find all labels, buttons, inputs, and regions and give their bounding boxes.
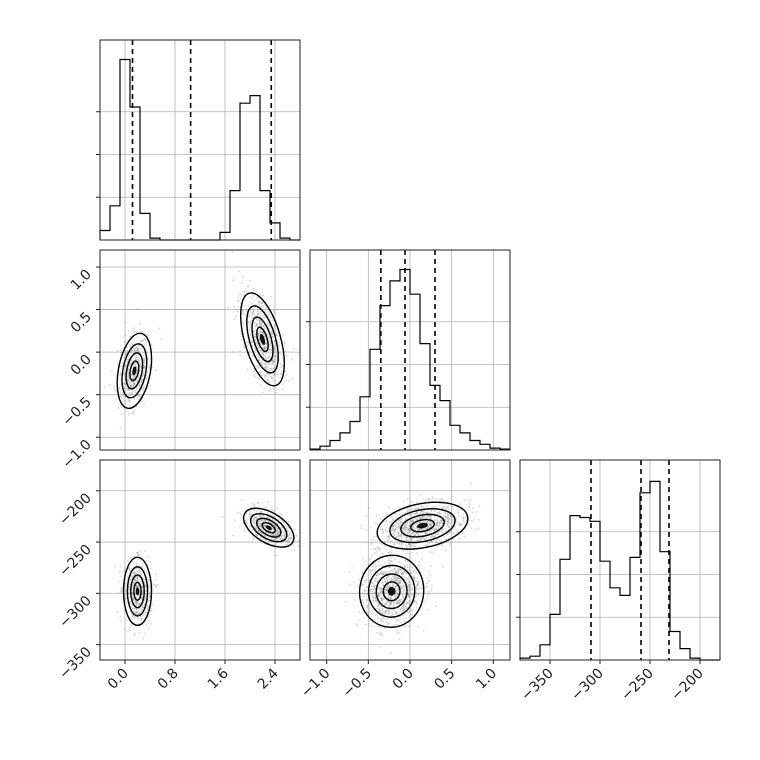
scatter-1-0-contour	[129, 360, 140, 382]
scatter-1-0-contour	[121, 343, 148, 399]
x-tick-label: 1.0	[473, 666, 500, 693]
scatter-2-0-contour	[261, 521, 276, 534]
scatter-1-0-contour	[256, 326, 269, 353]
x-tick-label: 0.0	[105, 666, 132, 693]
y-tick-label: 0.5	[68, 309, 95, 336]
scatter-2-1-contour	[389, 508, 456, 544]
scatter-1-0-contour	[240, 292, 285, 387]
scatter-2-0-contour	[122, 556, 153, 626]
scatter-1-0-contour	[116, 332, 153, 410]
scatter-2-1-contour	[417, 522, 428, 529]
x-tick-label: −1.0	[298, 666, 333, 701]
scatter-2-0-contour	[242, 507, 295, 548]
y-tick-label: −200	[56, 490, 95, 529]
x-tick-label: −200	[668, 666, 707, 705]
scatter-2-0-points	[114, 499, 300, 640]
y-tick-label: −250	[56, 542, 95, 581]
scatter-1-0-points	[103, 251, 295, 430]
scatter-1-0-panel	[99, 249, 301, 451]
scatter-2-0-contour	[135, 587, 140, 596]
hist-1-step	[309, 268, 511, 450]
scatter-1-0-contour	[246, 305, 279, 374]
scatter-2-1-contour	[410, 518, 435, 533]
scatter-1-0-contour	[132, 366, 137, 376]
x-tick-label: −250	[618, 666, 657, 705]
hist-1-panel	[306, 249, 511, 451]
scatter-2-1-panel	[309, 459, 511, 661]
y-tick-label: 0.0	[68, 352, 95, 379]
scatter-2-1-contour	[367, 564, 416, 618]
hist-0-step	[99, 58, 300, 241]
y-tick-label: −300	[56, 593, 95, 632]
scatter-2-1-contour	[400, 513, 445, 538]
x-tick-label: 1.6	[205, 665, 232, 692]
scatter-1-0-frame	[99, 249, 301, 451]
hist-1-frame	[309, 249, 511, 451]
x-tick-label: 0.0	[390, 666, 417, 693]
y-tick-label: −350	[56, 644, 95, 683]
x-tick-label: −0.5	[340, 666, 375, 701]
y-tick-label: −0.5	[59, 394, 94, 429]
scatter-2-0-contour	[249, 512, 288, 543]
scatter-1-0-contour	[251, 316, 274, 363]
scatter-2-0-contour	[133, 581, 142, 601]
scatter-2-1-contour	[382, 581, 401, 602]
scatter-2-0-panel	[99, 459, 301, 661]
hist-2-frame	[519, 459, 721, 661]
scatter-2-0-contour	[130, 574, 145, 609]
x-tick-label: −300	[568, 666, 607, 705]
x-tick-label: 2.4	[255, 665, 282, 692]
scatter-2-0-contour	[265, 525, 272, 531]
scatter-2-1-contour	[387, 586, 396, 596]
x-tick-label: 0.5	[431, 666, 458, 693]
hist-2-panel	[516, 459, 721, 661]
scatter-2-0-contour	[126, 566, 149, 617]
x-tick-label: 0.8	[155, 666, 182, 693]
hist-0-panel	[96, 39, 301, 241]
y-tick-label: −1.0	[59, 437, 94, 472]
scatter-2-1-contour	[376, 501, 469, 550]
x-tick-label: −350	[518, 666, 557, 705]
scatter-1-0-contour	[125, 352, 144, 390]
scatter-1-0-contour	[259, 333, 266, 345]
hist-0-frame	[99, 39, 301, 241]
scatter-2-0-frame	[99, 459, 301, 661]
scatter-2-1-contour	[375, 573, 408, 610]
y-tick-label: 1.0	[68, 267, 95, 294]
scatter-2-0-contour	[255, 517, 282, 538]
scatter-2-1-contour	[358, 554, 425, 628]
hist-2-step	[519, 480, 720, 661]
